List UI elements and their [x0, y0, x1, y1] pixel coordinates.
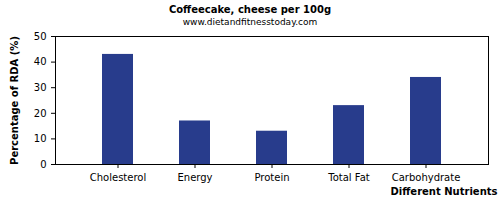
svg-text:Different Nutrients: Different Nutrients — [391, 186, 498, 197]
svg-text:20: 20 — [34, 108, 47, 119]
svg-text:Percentage of RDA (%): Percentage of RDA (%) — [9, 36, 20, 165]
svg-text:Total Fat: Total Fat — [327, 172, 369, 183]
svg-text:30: 30 — [34, 82, 47, 93]
svg-text:Energy: Energy — [177, 172, 212, 183]
svg-text:Protein: Protein — [254, 172, 289, 183]
html-text:www.dietandfitnesstoday.com: www.dietandfitnesstoday.com — [182, 17, 318, 27]
svg-text:Carbohydrate: Carbohydrate — [392, 172, 461, 183]
svg-text:10: 10 — [34, 133, 47, 144]
svg-text:Cholesterol: Cholesterol — [90, 172, 146, 183]
svg-text:40: 40 — [34, 56, 47, 67]
svg-text:0: 0 — [40, 159, 46, 170]
svg-text:50: 50 — [34, 31, 47, 42]
html-text:Coffeecake, cheese per 100g: Coffeecake, cheese per 100g — [168, 4, 332, 15]
